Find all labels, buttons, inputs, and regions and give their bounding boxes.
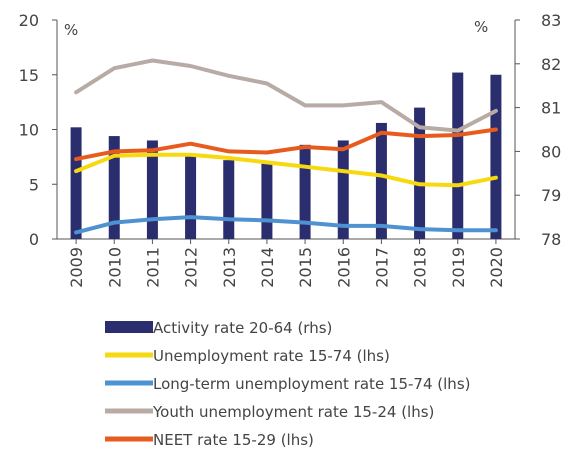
legend-label: Youth unemployment rate 15-24 (lhs): [152, 403, 434, 421]
x-tick-label: 2012: [182, 247, 201, 288]
bar-activity-rate: [223, 160, 235, 239]
right-tick-label: 80: [541, 142, 561, 161]
x-tick-label: 2014: [258, 247, 277, 288]
bar-activity-rate: [146, 140, 158, 239]
bar-activity-rate: [299, 144, 311, 239]
line-unemployment-rate: [74, 152, 498, 188]
right-tick-label: 82: [541, 55, 561, 74]
right-axis-unit-label: %: [474, 18, 488, 36]
legend-item-neet-rate: NEET rate 15-29 (lhs): [105, 431, 314, 449]
legend-label: NEET rate 15-29 (lhs): [153, 431, 314, 449]
bar-activity-rate: [70, 127, 82, 239]
legend-item-unemployment-rate: Unemployment rate 15-74 (lhs): [105, 347, 390, 365]
right-tick-label: 78: [541, 230, 561, 249]
bar-activity-rate: [337, 140, 349, 239]
line-long-term-unemployment-rate: [74, 215, 498, 235]
right-tick-label: 79: [541, 186, 561, 205]
right-tick-label: 83: [541, 11, 561, 30]
legend-item-activity-rate: Activity rate 20-64 (rhs): [105, 319, 332, 337]
x-tick-label: 2010: [105, 247, 124, 288]
lines-layer: [74, 58, 498, 235]
x-tick-label: 2016: [334, 247, 353, 288]
left-axis-unit-label: %: [64, 21, 78, 39]
legend-item-youth-unemployment-rate: Youth unemployment rate 15-24 (lhs): [105, 403, 434, 421]
bar-activity-rate: [185, 155, 197, 239]
bar-activity-rate: [375, 122, 387, 239]
left-tick-label: 0: [29, 230, 39, 249]
bar-activity-rate: [261, 162, 273, 239]
bar-activity-rate: [108, 136, 120, 239]
left-tick-label: 5: [29, 175, 39, 194]
x-tick-label: 2017: [372, 247, 391, 288]
x-tick-label: 2015: [296, 247, 315, 288]
bar-activity-rate: [490, 74, 502, 239]
x-tick-label: 2013: [220, 247, 239, 288]
bar-activity-rate: [452, 72, 464, 239]
legend-item-long-term-unemployment-rate: Long-term unemployment rate 15-74 (lhs): [105, 375, 470, 393]
legend-swatch: [105, 321, 153, 333]
legend-label: Long-term unemployment rate 15-74 (lhs): [153, 375, 470, 393]
labels-layer: 0 5 10 15 20 78 79 80 81 82 83% % 2009 2010 2011 2012 20…: [19, 11, 562, 288]
left-tick-label: 10: [19, 121, 39, 140]
left-tick-label: 15: [19, 66, 39, 85]
legend: Activity rate 20-64 (rhs) Unemployment ra…: [105, 319, 470, 449]
line-neet-rate: [74, 127, 498, 162]
left-tick-label: 20: [19, 11, 39, 30]
right-tick-label: 81: [541, 99, 561, 118]
axes-layer: [52, 19, 520, 244]
line-youth-unemployment-rate: [74, 58, 498, 133]
x-tick-label: 2009: [67, 247, 86, 288]
bars-layer: [70, 72, 502, 239]
x-tick-label: 2018: [411, 247, 430, 288]
legend-label: Unemployment rate 15-74 (lhs): [153, 347, 390, 365]
bar-activity-rate: [414, 107, 426, 239]
x-tick-label: 2019: [449, 247, 468, 288]
x-tick-label: 2020: [487, 247, 506, 288]
x-tick-label: 2011: [143, 247, 162, 288]
legend-label: Activity rate 20-64 (rhs): [153, 319, 332, 337]
